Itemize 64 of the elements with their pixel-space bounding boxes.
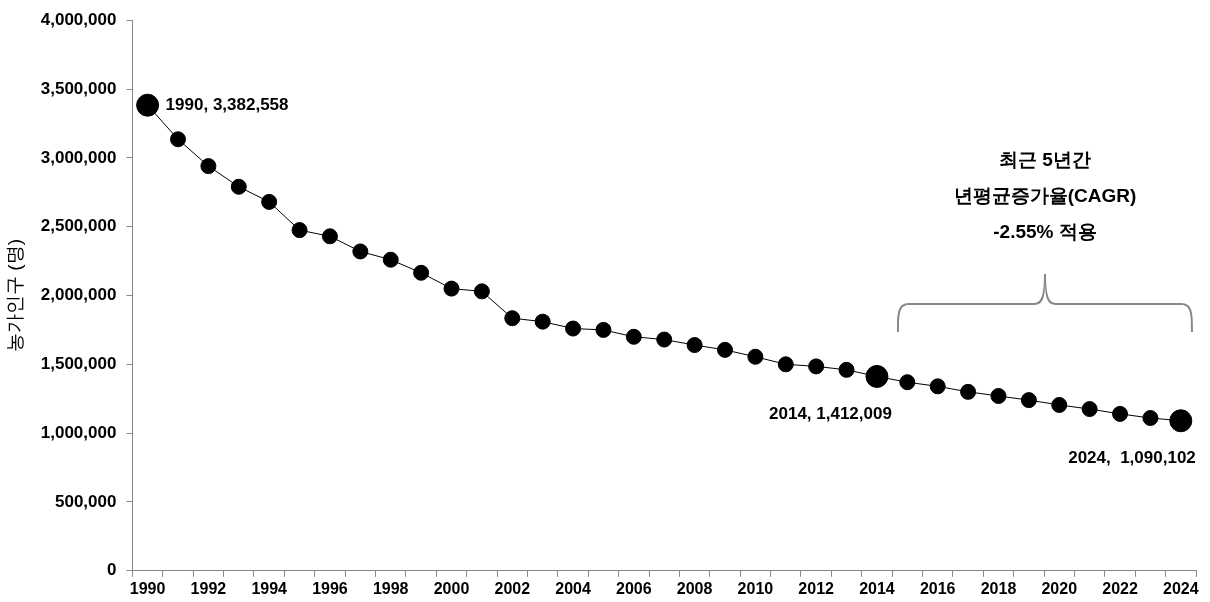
y-tick-label: 500,000 xyxy=(54,491,117,511)
point xyxy=(230,178,247,195)
point xyxy=(413,264,430,281)
y-tick-label: 3,500,000 xyxy=(40,78,117,98)
point xyxy=(686,337,703,354)
point xyxy=(777,356,794,373)
y-tick-label: 3,000,000 xyxy=(40,147,117,167)
x-tick-label: 1998 xyxy=(372,579,409,597)
point xyxy=(261,193,278,210)
point xyxy=(291,222,308,239)
x-tick-label: 2012 xyxy=(798,579,835,597)
data-label: 2014, 1,412,009 xyxy=(769,404,892,424)
data-label: 2024, 1,090,102 xyxy=(1068,448,1196,468)
x-tick-label: 2016 xyxy=(919,579,956,597)
y-tick-label: 2,500,000 xyxy=(40,216,117,236)
point xyxy=(1112,405,1129,422)
point xyxy=(808,358,825,375)
x-tick-label: 1992 xyxy=(190,579,227,597)
x-tick-label: 2024 xyxy=(1163,579,1199,597)
x-tick-label: 2020 xyxy=(1041,579,1078,597)
x-tick-label: 2008 xyxy=(676,579,713,597)
annotation: 최근 5년간 년평균증가율(CAGR) -2.55% 적용 xyxy=(952,148,1138,244)
point xyxy=(1081,401,1098,418)
point xyxy=(960,383,977,400)
data-label: 1990, 3,382,558 xyxy=(165,94,289,114)
y-tick-label: 2,000,000 xyxy=(40,285,117,305)
point xyxy=(716,341,733,358)
point xyxy=(990,387,1007,404)
point xyxy=(534,313,551,330)
y-tick-label: 1,000,000 xyxy=(40,422,117,442)
point xyxy=(838,361,855,378)
x-tick-label: 2014 xyxy=(859,579,895,597)
point xyxy=(656,331,673,348)
point xyxy=(473,283,490,300)
point xyxy=(352,243,369,260)
x-tick-label: 2006 xyxy=(616,579,652,597)
point xyxy=(1051,396,1068,413)
x-tick-label: 2018 xyxy=(980,579,1017,597)
point xyxy=(1020,392,1037,409)
x-tick-label: 2010 xyxy=(737,579,774,597)
y-tick-label: 4,000,000 xyxy=(40,9,117,29)
point xyxy=(625,328,642,345)
point xyxy=(443,280,460,297)
point xyxy=(382,251,399,268)
x-tick-label: 1990 xyxy=(129,579,166,597)
point xyxy=(929,378,946,395)
point xyxy=(170,131,187,148)
point xyxy=(1142,410,1159,427)
point xyxy=(504,310,521,327)
point xyxy=(200,158,217,175)
y-tick-label: 1,500,000 xyxy=(40,354,117,374)
x-tick-label: 2002 xyxy=(494,579,531,597)
x-tick-label: 1994 xyxy=(251,579,288,597)
point xyxy=(595,321,612,338)
y-axis-title: 농가인구 (명) xyxy=(3,239,25,352)
point xyxy=(565,320,582,337)
point xyxy=(747,348,764,365)
point xyxy=(899,374,916,391)
y-tick-label: 0 xyxy=(106,560,117,580)
x-tick-label: 1996 xyxy=(312,579,348,597)
x-tick-label: 2022 xyxy=(1102,579,1138,597)
x-tick-label: 2000 xyxy=(433,579,470,597)
point xyxy=(321,228,338,245)
x-tick-label: 2004 xyxy=(555,579,591,597)
